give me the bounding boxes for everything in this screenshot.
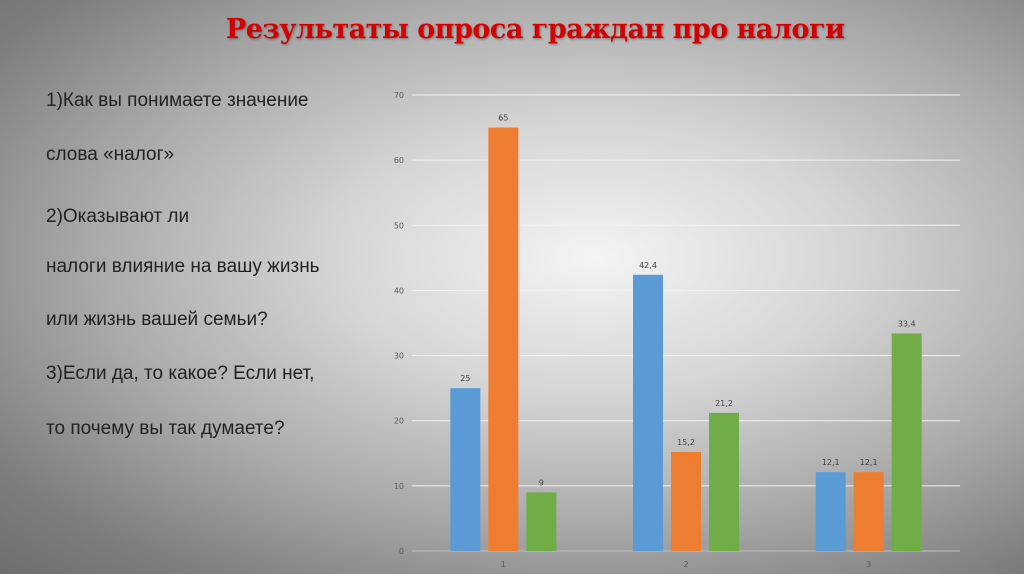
y-tick-label: 70 xyxy=(394,91,404,100)
question-line: то почему вы так думаете? xyxy=(46,418,285,439)
data-label: 65 xyxy=(498,114,508,123)
data-label: 21,2 xyxy=(715,399,733,408)
bar xyxy=(853,472,884,551)
question-line: или жизнь вашей семьи? xyxy=(46,309,268,330)
y-tick-label: 40 xyxy=(394,286,404,295)
x-tick-label: 1 xyxy=(501,560,506,569)
question-line: слова «налог» xyxy=(46,144,175,165)
x-axis-ticks: 1 2 3 xyxy=(501,560,871,569)
question-line: 1)Как вы понимаете значение xyxy=(46,90,309,111)
data-label: 12,1 xyxy=(822,458,840,467)
bar xyxy=(633,274,663,551)
bar xyxy=(891,333,922,551)
slide-title: Результаты опроса граждан про налоги xyxy=(226,14,845,45)
bar xyxy=(526,492,557,551)
x-tick-label: 2 xyxy=(683,560,688,569)
data-label: 9 xyxy=(539,478,544,487)
y-tick-label: 30 xyxy=(394,352,404,361)
bar xyxy=(450,388,481,551)
y-tick-label: 50 xyxy=(394,221,404,230)
question-line: налоги влияние на вашу жизнь xyxy=(46,256,320,277)
x-tick-label: 3 xyxy=(866,560,871,569)
question-line: 3)Если да, то какое? Если нет, xyxy=(46,363,315,384)
y-tick-label: 60 xyxy=(394,156,404,165)
data-label: 33,4 xyxy=(898,319,916,328)
bar xyxy=(815,472,846,551)
data-label: 12,1 xyxy=(860,458,878,467)
data-label: 15,2 xyxy=(677,438,695,447)
y-axis-ticks: 0 10 20 30 40 50 60 70 xyxy=(394,91,404,556)
chart-bars xyxy=(450,127,922,552)
y-tick-label: 20 xyxy=(394,417,404,426)
bar xyxy=(671,451,701,551)
chart-data-labels: 25 65 9 42,4 15,2 21,2 12,1 12,1 33,4 xyxy=(460,114,915,488)
bar xyxy=(709,412,739,551)
question-line: 2)Оказывают ли xyxy=(46,206,190,227)
y-tick-label: 10 xyxy=(394,482,404,491)
bar xyxy=(488,127,519,552)
y-tick-label: 0 xyxy=(399,547,404,556)
data-label: 25 xyxy=(460,374,470,383)
data-label: 42,4 xyxy=(639,261,657,270)
